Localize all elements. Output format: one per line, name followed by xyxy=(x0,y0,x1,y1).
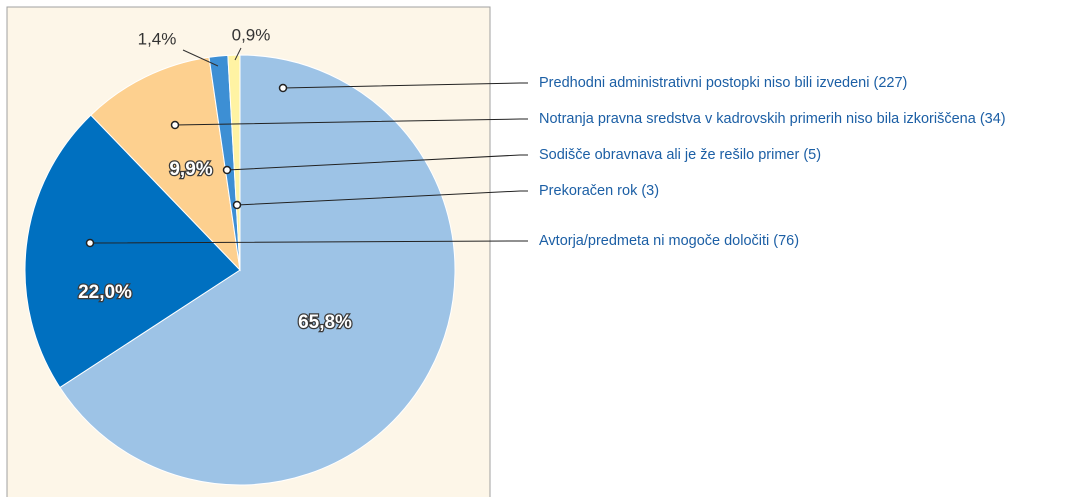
pie xyxy=(24,54,456,486)
leader-line xyxy=(182,49,219,67)
legend-label: Notranja pravna sredstva v kadrovskih pr… xyxy=(539,111,1006,127)
pie-slice xyxy=(24,114,241,389)
value-label: 1,4% xyxy=(138,29,177,48)
value-label: 65,8% xyxy=(298,312,352,333)
legend-label: Avtorja/predmeta ni mogoče določiti (76) xyxy=(539,233,799,249)
value-label: 9,9% xyxy=(169,159,212,180)
connector-dot xyxy=(232,200,242,210)
annotations: 65,8% 9,9% 1,4% 0,9% 22,0% Predhodni administ… xyxy=(77,25,1006,334)
connector-dot xyxy=(170,120,180,130)
connector-dot xyxy=(278,83,288,93)
connector-line xyxy=(89,240,528,244)
pie-slice xyxy=(227,54,241,271)
connector-dot xyxy=(222,165,232,175)
legend-label: Predhodni administrativni postopki niso … xyxy=(539,75,907,91)
legend-label: Sodišče obravnava ali je že rešilo prime… xyxy=(539,147,821,163)
pie-slice xyxy=(90,56,241,272)
value-label: 0,9% xyxy=(232,25,271,44)
connector-dot xyxy=(85,238,95,248)
connector-line xyxy=(282,82,528,89)
legend-label: Prekoračen rok (3) xyxy=(539,183,659,199)
connector-line xyxy=(174,118,528,126)
value-label: 22,0% xyxy=(78,282,132,303)
connector-line xyxy=(236,190,528,206)
pie-slice xyxy=(59,54,456,486)
leader-line xyxy=(234,47,242,61)
connector-line xyxy=(226,154,528,171)
